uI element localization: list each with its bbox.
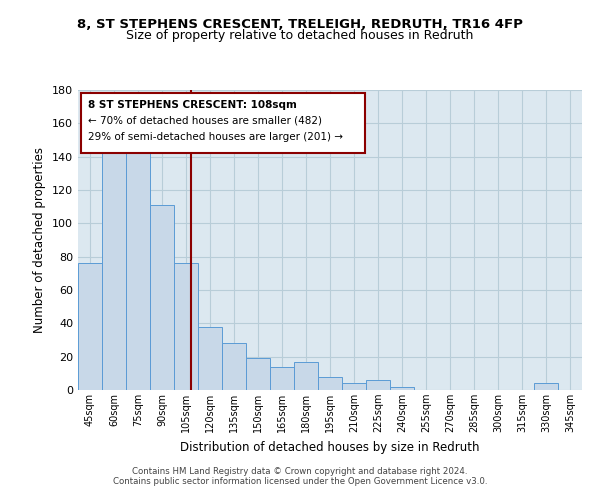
Bar [294,362,318,390]
Text: Contains public sector information licensed under the Open Government Licence v3: Contains public sector information licen… [113,477,487,486]
Bar [246,358,270,390]
Bar [198,326,222,390]
Bar [342,384,366,390]
Bar [390,386,414,390]
Bar [222,344,246,390]
Bar [102,150,126,390]
Text: ← 70% of detached houses are smaller (482): ← 70% of detached houses are smaller (48… [88,116,322,126]
Text: 8 ST STEPHENS CRESCENT: 108sqm: 8 ST STEPHENS CRESCENT: 108sqm [88,100,297,110]
X-axis label: Distribution of detached houses by size in Redruth: Distribution of detached houses by size … [180,440,480,454]
Bar [366,380,390,390]
Bar [534,384,558,390]
Bar [126,146,150,390]
Bar [318,376,342,390]
FancyBboxPatch shape [80,93,365,153]
Bar [78,264,102,390]
Text: 29% of semi-detached houses are larger (201) →: 29% of semi-detached houses are larger (… [88,132,343,142]
Text: Size of property relative to detached houses in Redruth: Size of property relative to detached ho… [127,28,473,42]
Y-axis label: Number of detached properties: Number of detached properties [34,147,46,333]
Text: Contains HM Land Registry data © Crown copyright and database right 2024.: Contains HM Land Registry data © Crown c… [132,467,468,476]
Bar [150,205,174,390]
Bar [270,366,294,390]
Text: 8, ST STEPHENS CRESCENT, TRELEIGH, REDRUTH, TR16 4FP: 8, ST STEPHENS CRESCENT, TRELEIGH, REDRU… [77,18,523,30]
Bar [174,264,198,390]
